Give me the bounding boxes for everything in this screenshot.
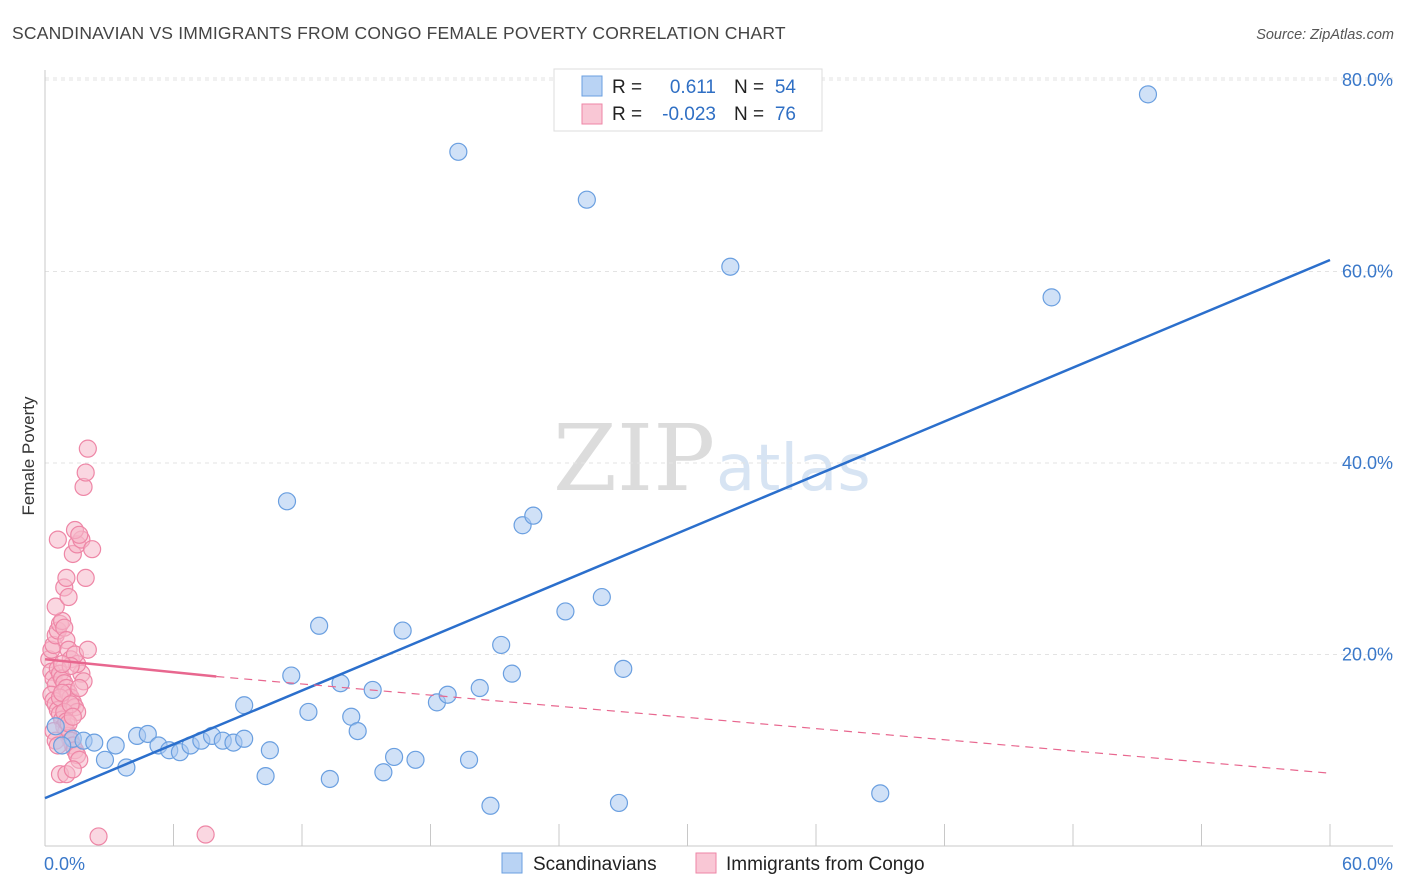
congo-point-51 (76, 463, 95, 482)
y-axis-label: Female Poverty (19, 396, 38, 516)
chart-title: SCANDINAVIAN VS IMMIGRANTS FROM CONGO FE… (12, 23, 786, 43)
congo-point-52 (78, 439, 97, 458)
scandinavian-point-47 (609, 793, 629, 813)
scandinavian-points (46, 85, 1158, 815)
congo-point-58 (46, 597, 65, 616)
y-tick-label-80: 80.0% (1342, 70, 1393, 90)
legend-r-label-blue: R = (612, 77, 642, 98)
scandinavian-point-28 (348, 721, 367, 741)
legend-r-value-blue: 0.611 (670, 77, 716, 98)
legend-top: R = 0.611 N = 54 R = -0.023 N = 76 (553, 68, 823, 132)
congo-point-72 (63, 707, 82, 726)
scandinavian-point-33 (406, 750, 425, 769)
scandinavian-point-4 (95, 750, 115, 769)
bottom-legend-congo: Immigrants from Congo (726, 854, 925, 875)
legend-n-value-pink: 76 (775, 104, 796, 125)
scandinavian-point-21 (277, 492, 297, 511)
scandinavian-point-30 (374, 763, 393, 782)
scandinavian-point-8 (138, 724, 157, 744)
congo-points (40, 439, 215, 846)
scandinavian-point-45 (577, 190, 596, 209)
congo-trendline-solid (44, 658, 217, 678)
legend-n-label-pink: N = (734, 104, 764, 125)
scandinavian-point-37 (459, 750, 479, 769)
scandinavian-point-52 (1138, 85, 1158, 104)
scandinavian-point-51 (1042, 288, 1061, 307)
scandinavian-point-19 (256, 767, 275, 786)
scandinavian-point-49 (721, 257, 740, 276)
scandinavian-point-48 (614, 659, 633, 678)
congo-trendline-dashed (216, 675, 1331, 774)
scandinavian-point-17 (235, 729, 254, 748)
congo-point-47 (48, 530, 67, 549)
bottom-legend-swatch-pink (695, 852, 717, 874)
scandinavian-point-31 (384, 747, 404, 767)
legend-r-label-pink: R = (612, 104, 642, 125)
x-tick-label-60: 60.0% (1342, 854, 1393, 874)
scandinavian-point-39 (481, 796, 500, 815)
bottom-legend-scandinavians: Scandinavians (533, 854, 657, 875)
congo-point-62 (53, 654, 72, 674)
scandinavian-trendline (44, 258, 1331, 800)
congo-point-73 (89, 827, 108, 846)
congo-point-46 (70, 525, 89, 544)
scandinavian-point-40 (492, 635, 511, 655)
scandinavian-point-0 (46, 717, 65, 736)
scandinavian-point-20 (260, 741, 279, 760)
congo-point-75 (63, 760, 82, 779)
trendlines (44, 258, 1331, 800)
legend-n-label-blue: N = (734, 77, 764, 98)
chart-source: Source: ZipAtlas.com (1256, 27, 1394, 43)
scandinavian-point-46 (592, 587, 611, 607)
legend-r-value-pink: -0.023 (662, 104, 716, 125)
scandinavian-point-36 (449, 142, 468, 161)
scandinavian-point-23 (299, 702, 318, 722)
x-ticks (44, 824, 1331, 846)
x-tick-label-0: 0.0% (44, 854, 85, 874)
legend-swatch-pink (581, 103, 603, 125)
watermark: ZIP atlas (553, 405, 871, 512)
legend-bottom: Scandinavians Immigrants from Congo (501, 852, 925, 875)
y-tick-label-60: 60.0% (1342, 262, 1393, 282)
scandinavian-point-50 (871, 784, 890, 803)
scandinavian-point-5 (106, 736, 125, 755)
legend-swatch-blue (581, 75, 603, 97)
gridlines (45, 77, 1393, 655)
bottom-legend-swatch-blue (501, 852, 523, 874)
watermark-zip: ZIP (553, 405, 715, 512)
scandinavian-point-44 (556, 602, 575, 621)
axes (44, 70, 1393, 847)
y-tick-label-20: 20.0% (1342, 645, 1393, 665)
congo-point-48 (76, 568, 95, 588)
legend-n-value-blue: 54 (775, 77, 797, 98)
congo-point-74 (196, 825, 215, 844)
scandinavian-point-3 (85, 733, 104, 752)
congo-point-55 (70, 678, 89, 698)
y-tick-labels: 20.0% 40.0% 60.0% 80.0% (1342, 70, 1393, 665)
scandinavian-point-41 (502, 664, 521, 683)
scandinavian-point-32 (393, 621, 412, 640)
scandinavian-point-53 (53, 736, 72, 755)
scandinavian-point-35 (438, 685, 457, 704)
scandinavian-point-24 (310, 616, 329, 635)
scandinavian-point-38 (470, 678, 489, 698)
watermark-atlas: atlas (716, 432, 871, 506)
congo-point-49 (83, 540, 102, 559)
scandinavian-point-22 (282, 666, 301, 685)
congo-point-59 (59, 587, 78, 607)
scandinavian-point-25 (320, 769, 339, 789)
scandinavian-point-43 (524, 506, 543, 525)
congo-point-60 (78, 640, 97, 659)
congo-point-41 (57, 568, 76, 588)
y-tick-label-40: 40.0% (1342, 453, 1393, 473)
